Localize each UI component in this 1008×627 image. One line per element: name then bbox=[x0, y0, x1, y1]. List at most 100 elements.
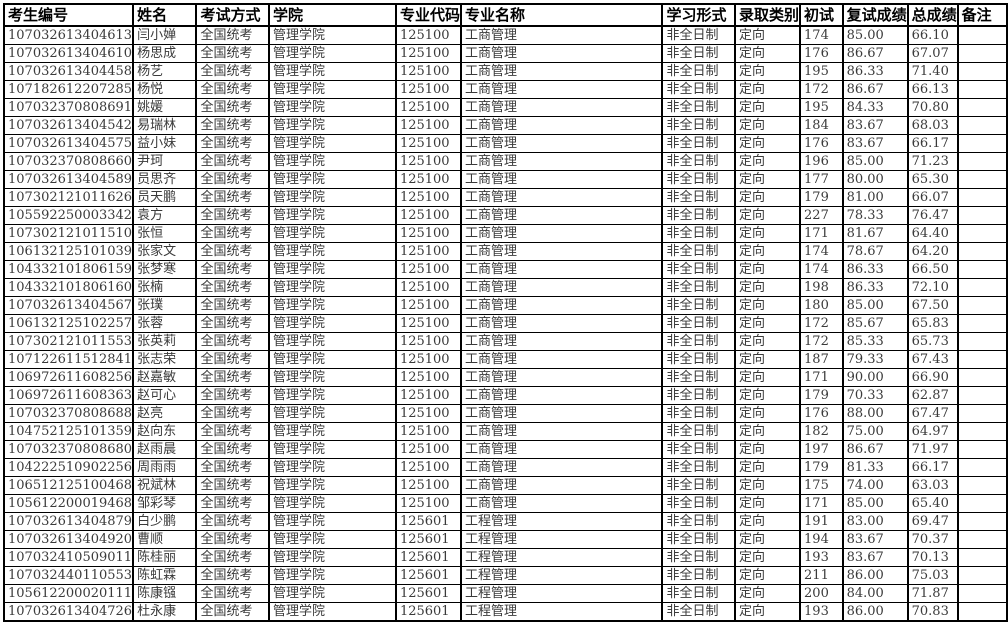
table-cell: 工商管理 bbox=[459, 440, 664, 459]
table-cell: 赵雨晨 bbox=[132, 440, 198, 459]
table-cell: 工商管理 bbox=[459, 44, 664, 63]
table-cell: 管理学院 bbox=[268, 440, 397, 459]
table-cell: 104332101806159 bbox=[2, 260, 135, 279]
table-cell: 107032370808660 bbox=[2, 152, 135, 171]
table-cell: 非全日制 bbox=[661, 512, 737, 531]
table-cell: 75.03 bbox=[906, 566, 959, 585]
table-cell: 管理学院 bbox=[268, 134, 397, 153]
table-cell: 176 bbox=[799, 44, 844, 63]
table-cell: 68.03 bbox=[906, 116, 959, 135]
table-cell bbox=[956, 494, 1008, 513]
table-row: 104222510902256 周雨雨 全国统考 管理学院 125100 工商管理 非全日制… bbox=[2, 458, 1008, 477]
table-cell: 定向 bbox=[734, 476, 802, 495]
table-cell: 非全日制 bbox=[661, 548, 737, 567]
table-cell: 定向 bbox=[734, 296, 802, 315]
table-cell: 125100 bbox=[394, 386, 462, 405]
table-cell: 工程管理 bbox=[459, 584, 664, 603]
table-cell: 195 bbox=[799, 62, 844, 81]
table-cell: 86.67 bbox=[841, 80, 909, 99]
table-cell: 83.67 bbox=[841, 530, 909, 549]
column-header: 总成绩 bbox=[906, 3, 959, 27]
table-cell: 75.00 bbox=[841, 422, 909, 441]
table-cell: 全国统考 bbox=[195, 494, 271, 513]
table-cell: 174 bbox=[799, 242, 844, 261]
table-cell: 管理学院 bbox=[268, 242, 397, 261]
table-cell: 非全日制 bbox=[661, 422, 737, 441]
table-cell: 193 bbox=[799, 602, 844, 622]
table-cell: 定向 bbox=[734, 332, 802, 351]
column-header: 专业代码 bbox=[394, 3, 462, 27]
table-row: 107302121011553 张英莉 全国统考 管理学院 125100 工商管理 非全日制… bbox=[2, 332, 1008, 351]
table-cell: 65.40 bbox=[906, 494, 959, 513]
table-cell: 195 bbox=[799, 98, 844, 117]
table-cell bbox=[956, 548, 1008, 567]
table-cell: 杨思成 bbox=[132, 44, 198, 63]
table-cell bbox=[956, 296, 1008, 315]
table-cell: 全国统考 bbox=[195, 548, 271, 567]
table-cell: 125100 bbox=[394, 440, 462, 459]
table-cell: 83.67 bbox=[841, 116, 909, 135]
table-cell: 80.00 bbox=[841, 170, 909, 189]
table-cell: 125100 bbox=[394, 314, 462, 333]
table-cell: 管理学院 bbox=[268, 152, 397, 171]
column-header: 备注 bbox=[956, 3, 1008, 27]
table-cell: 200 bbox=[799, 584, 844, 603]
table-cell: 125100 bbox=[394, 116, 462, 135]
table-cell: 定向 bbox=[734, 242, 802, 261]
table-cell bbox=[956, 458, 1008, 477]
table-cell: 182 bbox=[799, 422, 844, 441]
admission-results-table: 考生编号 姓名 考试方式 学院 专业代码 专业名称 学习形式 录取类别 初试 复试成绩 总成绩 备注 … bbox=[2, 3, 1008, 622]
table-cell: 工商管理 bbox=[459, 278, 664, 297]
table-cell: 125100 bbox=[394, 206, 462, 225]
table-cell: 管理学院 bbox=[268, 368, 397, 387]
table-cell: 67.43 bbox=[906, 350, 959, 369]
table-cell: 工商管理 bbox=[459, 476, 664, 495]
table-cell: 定向 bbox=[734, 386, 802, 405]
table-cell: 125100 bbox=[394, 350, 462, 369]
table-cell: 管理学院 bbox=[268, 584, 397, 603]
table-cell: 全国统考 bbox=[195, 188, 271, 207]
table-cell: 85.67 bbox=[841, 314, 909, 333]
table-cell bbox=[956, 188, 1008, 207]
table-cell: 非全日制 bbox=[661, 98, 737, 117]
table-cell: 尹珂 bbox=[132, 152, 198, 171]
table-cell: 定向 bbox=[734, 206, 802, 225]
table-cell: 196 bbox=[799, 152, 844, 171]
table-cell: 125100 bbox=[394, 332, 462, 351]
table-cell: 106972611608363 bbox=[2, 386, 135, 405]
table-cell: 管理学院 bbox=[268, 188, 397, 207]
table-cell: 白少鹏 bbox=[132, 512, 198, 531]
table-row: 105592250003342 袁方 全国统考 管理学院 125100 工商管理 非全日制定… bbox=[2, 206, 1008, 225]
table-cell: 全国统考 bbox=[195, 152, 271, 171]
table-cell: 非全日制 bbox=[661, 566, 737, 585]
table-row: 106972611608363 赵可心 全国统考 管理学院 125100 工商管理 非全日制… bbox=[2, 386, 1008, 405]
table-cell: 邹彩琴 bbox=[132, 494, 198, 513]
table-cell bbox=[956, 422, 1008, 441]
table-cell: 66.17 bbox=[906, 134, 959, 153]
table-cell: 107032613404458 bbox=[2, 62, 135, 81]
table-cell: 工程管理 bbox=[459, 512, 664, 531]
table-cell: 180 bbox=[799, 296, 844, 315]
table-cell: 非全日制 bbox=[661, 25, 737, 45]
table-cell bbox=[956, 25, 1008, 45]
table-cell: 定向 bbox=[734, 494, 802, 513]
table-cell: 定向 bbox=[734, 404, 802, 423]
table-cell: 70.37 bbox=[906, 530, 959, 549]
table-cell: 全国统考 bbox=[195, 134, 271, 153]
table-cell: 赵亮 bbox=[132, 404, 198, 423]
table-cell: 张家文 bbox=[132, 242, 198, 261]
table-cell: 67.07 bbox=[906, 44, 959, 63]
table-cell: 71.97 bbox=[906, 440, 959, 459]
table-cell: 107032440110553 bbox=[2, 566, 135, 585]
table-cell: 74.00 bbox=[841, 476, 909, 495]
table-cell: 179 bbox=[799, 386, 844, 405]
table-cell: 125100 bbox=[394, 170, 462, 189]
table-cell bbox=[956, 566, 1008, 585]
table-cell: 125601 bbox=[394, 566, 462, 585]
table-cell: 70.33 bbox=[841, 386, 909, 405]
table-row: 105612200020111 陈康镪 全国统考 管理学院 125601 工程管理 非全日制… bbox=[2, 584, 1008, 603]
table-cell bbox=[956, 44, 1008, 63]
table-cell: 姚媛 bbox=[132, 98, 198, 117]
table-cell: 工商管理 bbox=[459, 296, 664, 315]
table-cell: 管理学院 bbox=[268, 512, 397, 531]
